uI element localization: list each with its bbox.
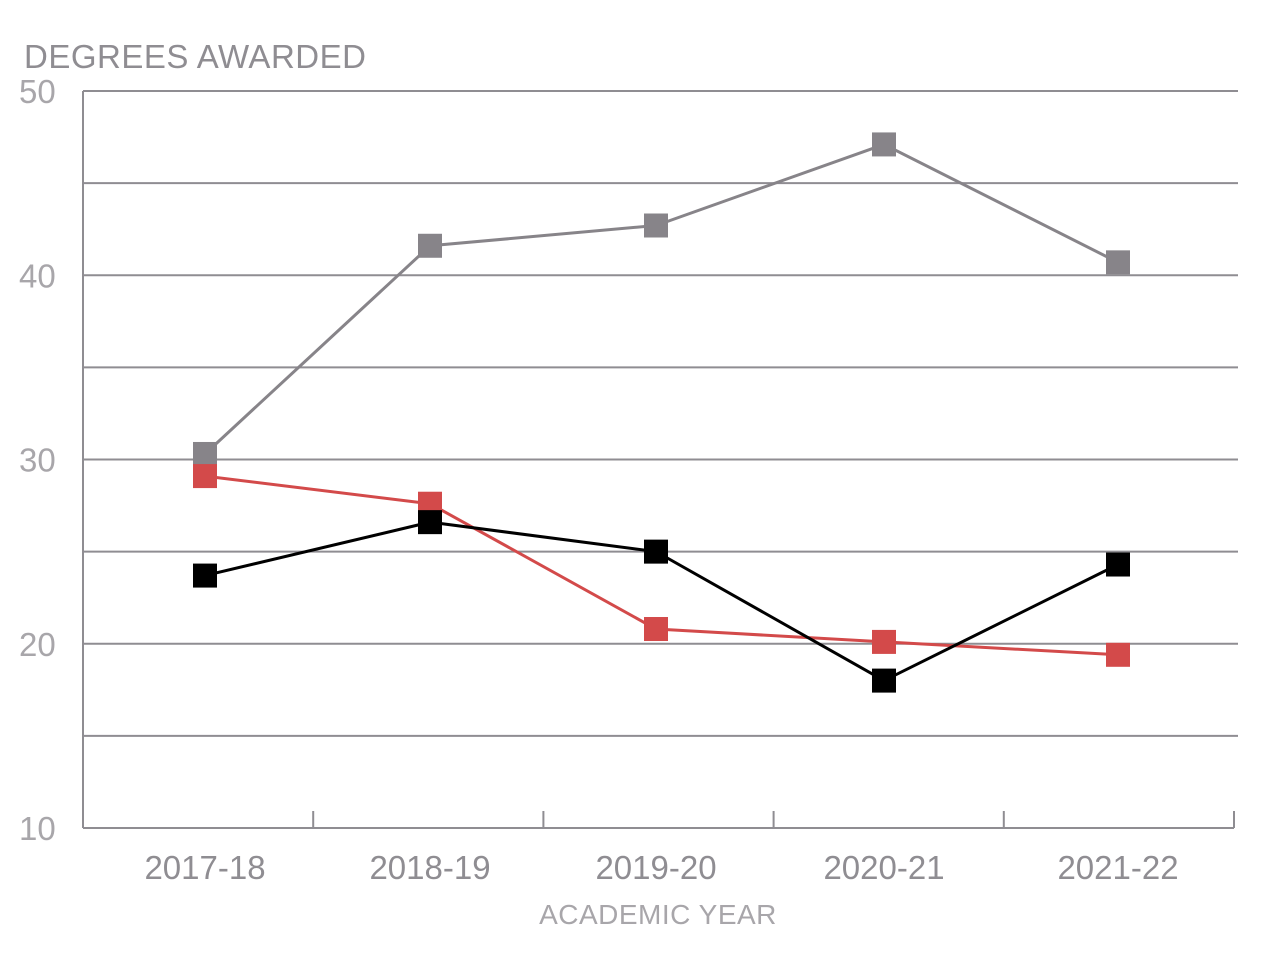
data-point-marker <box>193 441 217 466</box>
data-point-marker <box>872 668 896 693</box>
x-tick-label: 2019-20 <box>595 849 716 886</box>
data-point-marker <box>418 491 442 516</box>
data-point-marker <box>644 617 668 642</box>
series-2 <box>193 464 1130 667</box>
data-point-marker <box>872 132 896 157</box>
data-point-marker <box>1106 250 1130 275</box>
series-layer <box>193 132 1130 693</box>
y-tick-label: 40 <box>19 257 56 294</box>
y-tick-label: 10 <box>19 810 56 847</box>
series-line <box>203 142 1119 456</box>
y-tick-label: 30 <box>19 442 56 479</box>
y-tick-label: 20 <box>19 626 56 663</box>
y-axis-title: DEGREES AWARDED <box>24 38 366 75</box>
data-point-marker <box>193 464 217 489</box>
x-axis-title: ACADEMIC YEAR <box>539 899 777 930</box>
data-point-marker <box>1106 642 1130 667</box>
x-tick-label: 2018-19 <box>369 849 490 886</box>
axis-layer <box>82 91 1235 829</box>
x-tick-labels: 2017-18 2018-19 2019-20 2020-21 2021-22 <box>144 849 1178 886</box>
data-point-marker <box>644 539 668 564</box>
data-point-marker <box>193 563 217 588</box>
x-tick-label: 2021-22 <box>1057 849 1178 886</box>
x-tick-label: 2017-18 <box>144 849 265 886</box>
data-point-marker <box>1106 552 1130 577</box>
y-tick-labels: 10 20 30 40 50 <box>19 73 56 847</box>
data-point-marker <box>872 629 896 654</box>
series-3 <box>193 510 1130 693</box>
data-point-marker <box>418 510 442 535</box>
data-point-marker <box>644 213 668 238</box>
series-1 <box>193 132 1130 466</box>
y-tick-label: 50 <box>19 73 56 110</box>
data-point-marker <box>418 233 442 258</box>
x-tick-label: 2020-21 <box>823 849 944 886</box>
